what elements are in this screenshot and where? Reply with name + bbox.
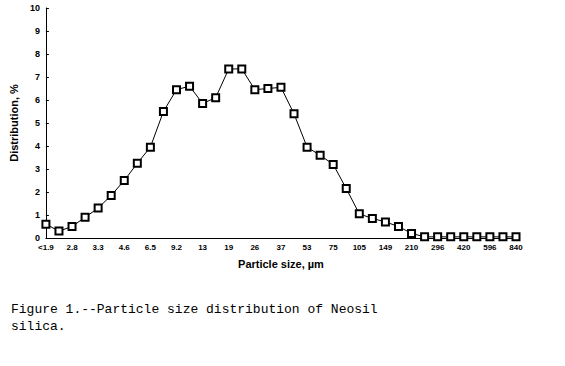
svg-text:2: 2 bbox=[35, 187, 40, 197]
svg-text:1: 1 bbox=[35, 210, 40, 220]
svg-text:7: 7 bbox=[35, 72, 40, 82]
svg-text:3.3: 3.3 bbox=[93, 243, 105, 252]
svg-text:Distribution, %: Distribution, % bbox=[8, 84, 20, 162]
svg-text:210: 210 bbox=[405, 243, 419, 252]
svg-text:5: 5 bbox=[35, 118, 40, 128]
svg-text:6.5: 6.5 bbox=[145, 243, 157, 252]
svg-text:53: 53 bbox=[303, 243, 312, 252]
svg-text:75: 75 bbox=[329, 243, 338, 252]
svg-text:9: 9 bbox=[35, 26, 40, 36]
svg-text:149: 149 bbox=[379, 243, 393, 252]
svg-text:13: 13 bbox=[198, 243, 207, 252]
svg-text:2.8: 2.8 bbox=[66, 243, 78, 252]
svg-text:9.2: 9.2 bbox=[171, 243, 183, 252]
svg-text:37: 37 bbox=[277, 243, 286, 252]
svg-text:Particle size, µm: Particle size, µm bbox=[238, 258, 324, 270]
svg-text:<1.9: <1.9 bbox=[38, 243, 54, 252]
svg-text:840: 840 bbox=[509, 243, 523, 252]
svg-text:26: 26 bbox=[250, 243, 259, 252]
svg-text:420: 420 bbox=[457, 243, 471, 252]
svg-text:8: 8 bbox=[35, 49, 40, 59]
svg-text:3: 3 bbox=[35, 164, 40, 174]
svg-text:Figure 1.--Particle size distr: Figure 1.--Particle size distribution of… bbox=[11, 302, 385, 317]
svg-text:4.6: 4.6 bbox=[119, 243, 131, 252]
svg-text:4: 4 bbox=[35, 141, 40, 151]
svg-text:10: 10 bbox=[30, 3, 40, 13]
svg-text:596: 596 bbox=[483, 243, 497, 252]
svg-text:silica.: silica. bbox=[11, 319, 66, 334]
svg-text:0: 0 bbox=[35, 233, 40, 243]
svg-text:105: 105 bbox=[353, 243, 367, 252]
svg-text:6: 6 bbox=[35, 95, 40, 105]
svg-text:19: 19 bbox=[224, 243, 233, 252]
svg-text:296: 296 bbox=[431, 243, 445, 252]
